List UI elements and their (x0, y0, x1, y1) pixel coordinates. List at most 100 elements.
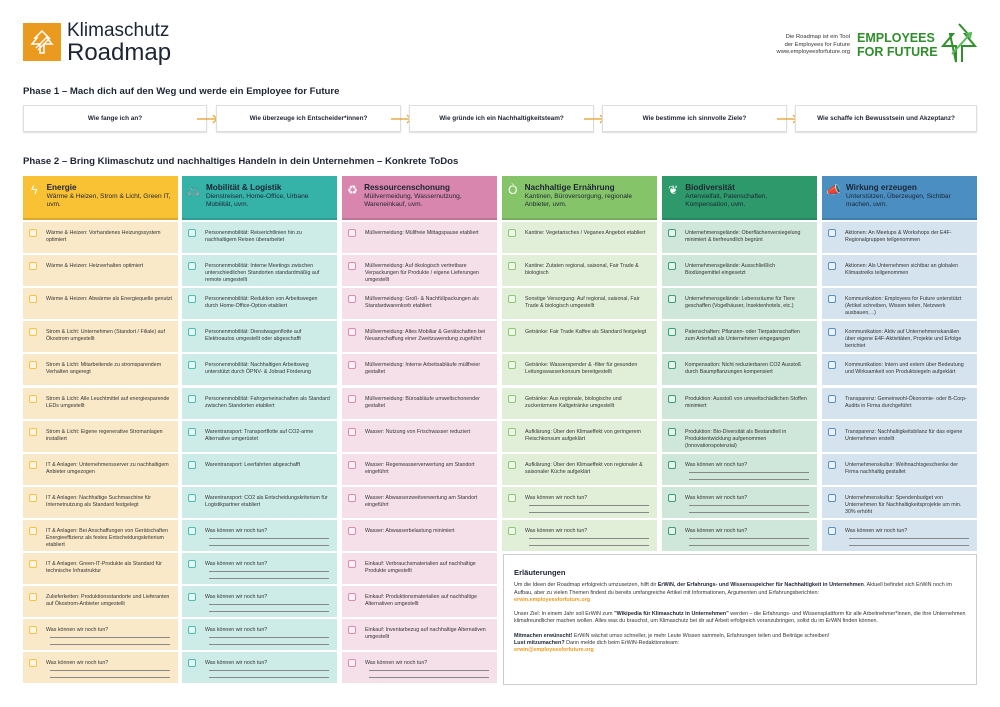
todo-checkbox[interactable] (828, 295, 836, 304)
todo-label: Personenmobilität: Interne Meetings zwis… (205, 263, 320, 284)
todo-checkbox[interactable] (29, 659, 37, 668)
todo-checkbox[interactable] (508, 394, 516, 403)
todo-checkbox[interactable] (29, 593, 37, 602)
todo-checkbox[interactable] (508, 427, 516, 436)
write-in-field[interactable] (50, 637, 170, 651)
todo-checkbox[interactable] (668, 493, 676, 502)
phase1-step[interactable]: Wie bestimme ich sinnvolle Ziele? (602, 105, 787, 132)
todo-checkbox[interactable] (508, 526, 516, 535)
todo-checkbox[interactable] (348, 427, 356, 436)
todo-checkbox[interactable] (348, 659, 356, 668)
phase1-step[interactable]: Wie fange ich an? (23, 105, 207, 132)
erwin-link[interactable]: erwin.employeesforfuture.org (514, 596, 591, 603)
todo-checkbox[interactable] (29, 295, 37, 304)
todo-checkbox[interactable] (668, 262, 676, 271)
todo-checkbox[interactable] (188, 626, 196, 635)
todo-checkbox[interactable] (508, 493, 516, 502)
erwin-email-link[interactable]: erwin@employeesforfuture.org (514, 647, 594, 654)
write-in-field[interactable] (689, 504, 809, 519)
todo-checkbox[interactable] (348, 328, 356, 337)
todo-checkbox[interactable] (348, 229, 356, 238)
todo-checkbox[interactable] (508, 460, 516, 469)
todo-checkbox[interactable] (668, 295, 676, 304)
todo-checkbox[interactable] (188, 262, 196, 271)
todo-checkbox[interactable] (188, 361, 196, 370)
todo-checkbox[interactable] (29, 361, 37, 370)
todo-checkbox[interactable] (348, 560, 356, 569)
todo-checkbox[interactable] (828, 328, 836, 337)
todo-checkbox[interactable] (29, 560, 37, 569)
todo-checkbox[interactable] (188, 526, 196, 535)
todo-checkbox[interactable] (348, 593, 356, 602)
todo-checkbox[interactable] (188, 229, 196, 238)
todo-checkbox[interactable] (188, 460, 196, 469)
todo-checkbox[interactable] (828, 262, 836, 271)
todo-checkbox[interactable] (668, 394, 676, 403)
write-in-field[interactable] (209, 670, 329, 684)
todo-checkbox[interactable] (29, 262, 37, 271)
todo-checkbox[interactable] (828, 526, 836, 535)
todo-label: Personenmobilität: Reiserichtlinien hin … (205, 230, 302, 244)
todo-checkbox[interactable] (508, 361, 516, 370)
write-in-field[interactable] (529, 504, 649, 519)
todo-checkbox[interactable] (348, 460, 356, 469)
todo-checkbox[interactable] (828, 229, 836, 238)
todo-checkbox[interactable] (188, 659, 196, 668)
todo-checkbox[interactable] (348, 295, 356, 304)
todo-checkbox[interactable] (29, 526, 37, 535)
phase1-step[interactable]: Wie überzeuge ich Entscheider*innen? (216, 105, 401, 132)
todo-checkbox[interactable] (828, 361, 836, 370)
todo-checkbox[interactable] (29, 460, 37, 469)
todo-checkbox[interactable] (508, 295, 516, 304)
todo-checkbox[interactable] (668, 229, 676, 238)
column-energie: ϟ Energie Wärme & Heizen, Strom & Licht, G… (23, 176, 178, 684)
phase1-step[interactable]: Wie schaffe ich Bewusstsein und Akzeptan… (795, 105, 977, 132)
todo-checkbox[interactable] (348, 361, 356, 370)
todo-checkbox[interactable] (348, 262, 356, 271)
todo-checkbox[interactable] (188, 560, 196, 569)
todo-checkbox[interactable] (188, 493, 196, 502)
todo-checkbox[interactable] (29, 427, 37, 436)
todo-checkbox[interactable] (828, 460, 836, 469)
write-in-field[interactable] (50, 670, 170, 684)
todo-checkbox[interactable] (188, 394, 196, 403)
website-link[interactable]: www.employeesforfuture.org (776, 49, 850, 55)
write-in-field[interactable] (689, 537, 809, 552)
todo-item: Kommunikation: Aktiv auf Unternehmenskan… (822, 321, 977, 353)
write-in-field[interactable] (849, 537, 969, 552)
todo-checkbox[interactable] (668, 328, 676, 337)
todo-checkbox[interactable] (348, 493, 356, 502)
todo-checkbox[interactable] (29, 394, 37, 403)
todo-checkbox[interactable] (828, 427, 836, 436)
todo-checkbox[interactable] (29, 493, 37, 502)
write-in-field[interactable] (209, 637, 329, 651)
todo-checkbox[interactable] (828, 394, 836, 403)
todo-checkbox[interactable] (668, 361, 676, 370)
write-in-field[interactable] (689, 471, 809, 486)
phase1-step[interactable]: Wie gründe ich ein Nachhaltigkeitsteam? (409, 105, 594, 132)
write-in-field[interactable] (209, 604, 329, 618)
todo-checkbox[interactable] (188, 328, 196, 337)
write-in-field[interactable] (209, 571, 329, 585)
write-in-field[interactable] (209, 537, 329, 552)
todo-checkbox[interactable] (188, 593, 196, 602)
todo-checkbox[interactable] (828, 493, 836, 502)
write-in-field[interactable] (529, 537, 649, 552)
todo-checkbox[interactable] (668, 427, 676, 436)
todo-item: Personenmobilität: Fahrgemeinschaften al… (182, 387, 337, 419)
todo-checkbox[interactable] (188, 427, 196, 436)
todo-checkbox[interactable] (508, 262, 516, 271)
todo-checkbox[interactable] (668, 460, 676, 469)
todo-checkbox[interactable] (348, 526, 356, 535)
todo-checkbox[interactable] (348, 394, 356, 403)
todo-checkbox[interactable] (348, 626, 356, 635)
todo-checkbox[interactable] (29, 328, 37, 337)
todo-checkbox[interactable] (668, 526, 676, 535)
todo-checkbox[interactable] (508, 229, 516, 238)
write-in-field[interactable] (369, 670, 489, 684)
column-title: Energie (46, 183, 77, 192)
todo-checkbox[interactable] (188, 295, 196, 304)
todo-checkbox[interactable] (29, 229, 37, 238)
todo-checkbox[interactable] (508, 328, 516, 337)
todo-checkbox[interactable] (29, 626, 37, 635)
